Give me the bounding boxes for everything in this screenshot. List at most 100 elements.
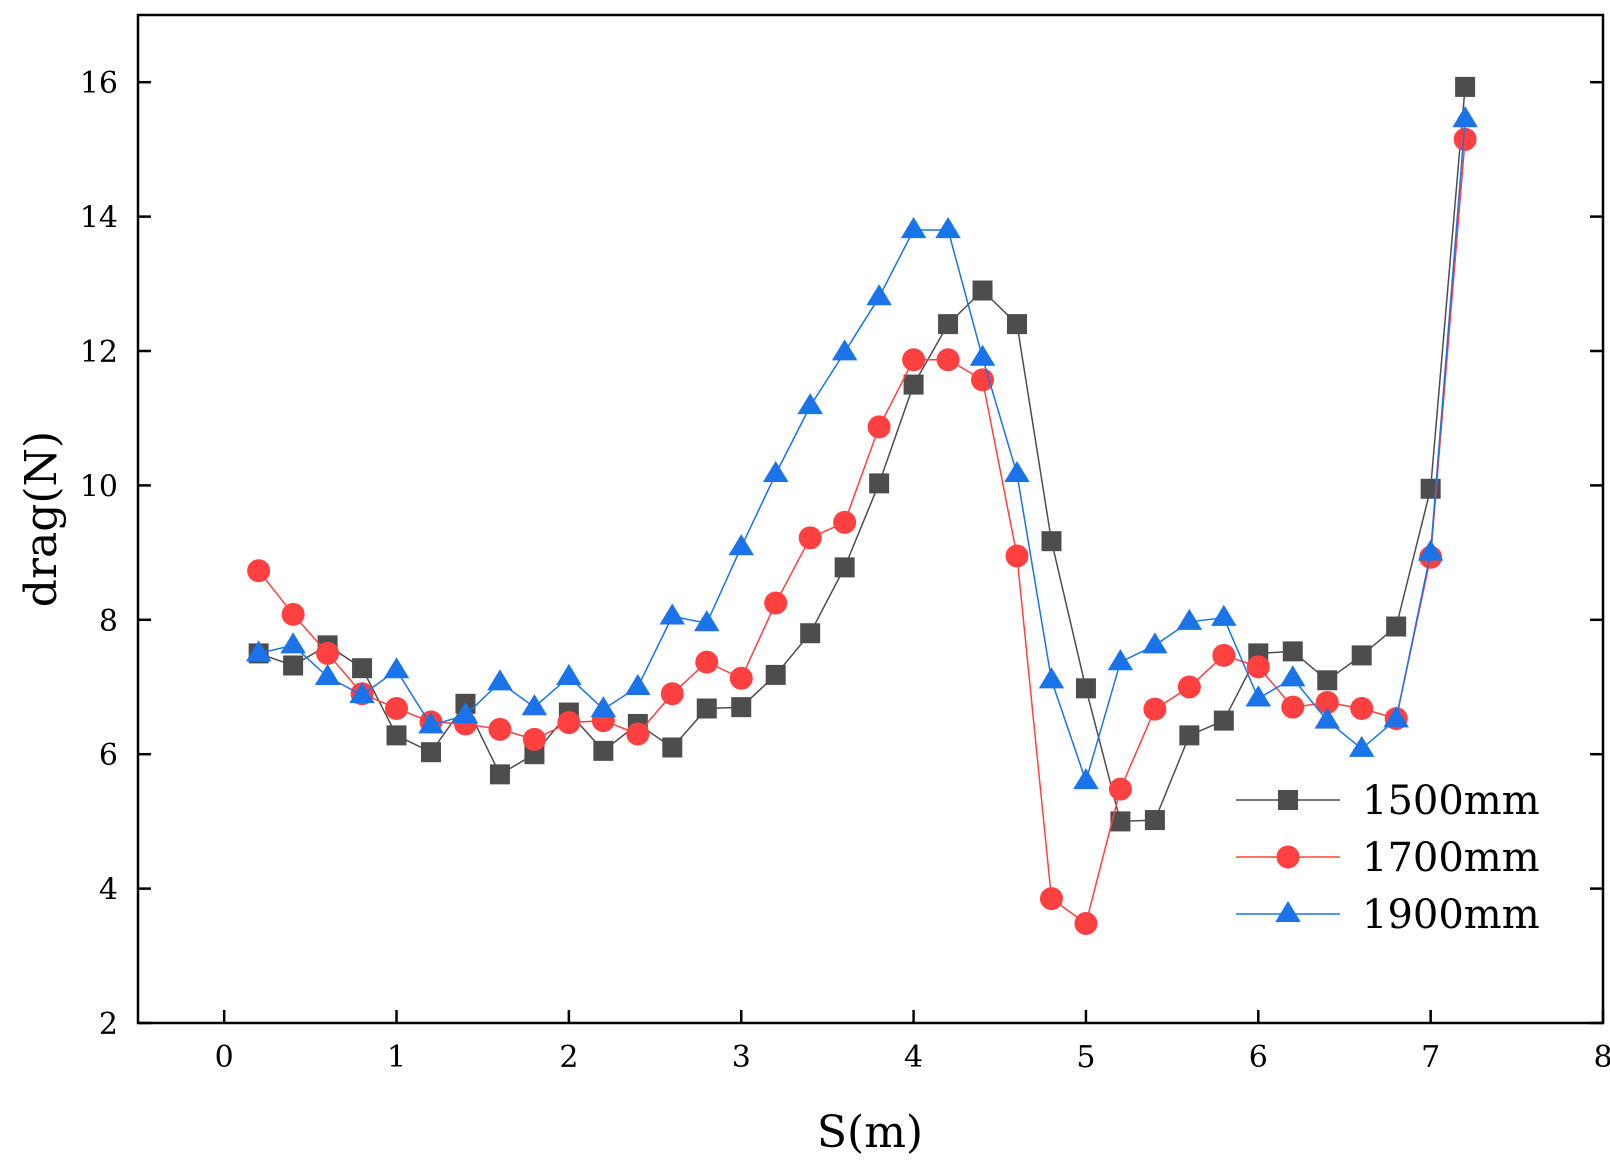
data-point-1900mm (900, 217, 927, 239)
data-point-1900mm (1280, 665, 1306, 687)
data-point-1900mm (728, 534, 754, 556)
data-point-1900mm (556, 663, 582, 685)
legend-label-1900mm: 1900mm (1362, 892, 1540, 938)
data-point-1500mm (1213, 710, 1234, 731)
data-point-1900mm (1417, 539, 1444, 561)
data-point-1500mm (1075, 678, 1096, 699)
y-axis-title: drag(N) (16, 431, 67, 607)
data-point-1900mm (1038, 667, 1065, 689)
legend-marker-1700mm (1276, 845, 1300, 869)
legend-marker-1500mm (1278, 790, 1298, 810)
x-tick-label: 0 (215, 1040, 234, 1075)
data-point-1500mm (731, 697, 752, 718)
data-point-1700mm (1315, 690, 1339, 714)
data-point-1900mm (831, 339, 858, 361)
x-tick-label: 5 (1076, 1040, 1095, 1075)
data-point-1700mm (1453, 127, 1477, 151)
data-point-1700mm (936, 348, 960, 372)
data-point-1900mm (866, 284, 892, 306)
data-point-1700mm (729, 666, 753, 690)
data-point-1500mm (972, 280, 993, 301)
data-point-1900mm (349, 682, 375, 704)
data-point-1900mm (383, 657, 410, 679)
data-point-1900mm (969, 344, 996, 366)
data-point-1900mm (1314, 707, 1340, 729)
data-point-1500mm (1317, 670, 1338, 691)
data-point-1500mm (800, 623, 821, 644)
data-point-1900mm (245, 640, 272, 662)
data-point-1900mm (280, 632, 306, 654)
x-tick-label: 2 (559, 1040, 578, 1075)
x-tick-label: 7 (1421, 1040, 1440, 1075)
data-point-1900mm (1176, 608, 1203, 630)
data-point-1700mm (1005, 544, 1029, 568)
y-tick-label: 8 (99, 604, 118, 639)
data-point-1500mm (386, 725, 407, 746)
data-point-1500mm (869, 473, 890, 494)
data-point-1500mm (938, 314, 959, 335)
data-point-1500mm (834, 557, 855, 578)
data-point-1900mm (487, 669, 513, 691)
data-point-1700mm (385, 697, 409, 721)
data-point-1900mm (1211, 604, 1237, 626)
data-point-1700mm (1108, 777, 1132, 801)
data-point-1500mm (1351, 645, 1372, 666)
data-point-1500mm (593, 740, 614, 761)
data-point-1500mm (696, 698, 717, 719)
data-point-1700mm (557, 711, 581, 735)
data-point-1900mm (1245, 685, 1272, 707)
data-point-1700mm (522, 727, 546, 751)
data-point-1900mm (762, 460, 789, 483)
data-point-1500mm (1455, 76, 1476, 97)
data-point-1500mm (1282, 641, 1303, 662)
data-point-1900mm (452, 702, 479, 724)
data-point-1900mm (1452, 106, 1478, 128)
data-point-1500mm (765, 664, 786, 685)
data-point-1700mm (1212, 643, 1236, 667)
legend-label-1700mm: 1700mm (1362, 835, 1540, 881)
data-point-1500mm (1420, 478, 1441, 499)
data-point-1900mm (625, 674, 651, 696)
x-tick-label: 6 (1249, 1040, 1268, 1075)
data-point-1900mm (1142, 632, 1168, 654)
data-point-1700mm (1177, 675, 1201, 699)
data-point-1700mm (833, 510, 857, 534)
x-tick-label: 8 (1593, 1040, 1610, 1075)
legend-label-1500mm: 1500mm (1362, 778, 1540, 824)
data-point-1700mm (626, 722, 650, 746)
data-point-1500mm (1041, 531, 1062, 552)
data-point-1500mm (1386, 616, 1407, 637)
y-tick-label: 10 (80, 469, 118, 504)
legend: 1500mm 1700mm 1900mm (1236, 778, 1540, 938)
data-point-1900mm (1383, 706, 1409, 728)
data-point-1700mm (1143, 697, 1167, 721)
data-point-1900mm (1073, 768, 1099, 790)
data-point-1700mm (316, 641, 340, 665)
data-point-1500mm (1179, 725, 1200, 746)
data-point-1500mm (352, 658, 373, 679)
x-tick-label: 3 (732, 1040, 751, 1075)
y-tick-label: 2 (99, 1007, 118, 1042)
data-point-1900mm (314, 663, 341, 685)
series-1700mm (247, 127, 1477, 936)
data-point-1700mm (660, 682, 684, 706)
data-point-1700mm (798, 526, 822, 550)
data-point-1900mm (1107, 649, 1134, 671)
data-point-1700mm (488, 717, 512, 741)
data-point-1900mm (935, 217, 961, 239)
data-point-1900mm (521, 694, 548, 716)
data-point-1900mm (590, 696, 617, 718)
data-point-1900mm (694, 610, 720, 632)
data-point-1700mm (867, 415, 891, 439)
data-point-1500mm (283, 655, 304, 676)
data-point-1500mm (489, 764, 510, 785)
data-point-1700mm (902, 348, 926, 372)
data-point-1900mm (418, 712, 444, 734)
data-point-1900mm (1348, 735, 1375, 757)
legend-marker-1900mm (1275, 901, 1301, 923)
plot-frame (136, 13, 1605, 1025)
data-point-1500mm (662, 737, 683, 758)
data-point-1700mm (764, 591, 788, 615)
